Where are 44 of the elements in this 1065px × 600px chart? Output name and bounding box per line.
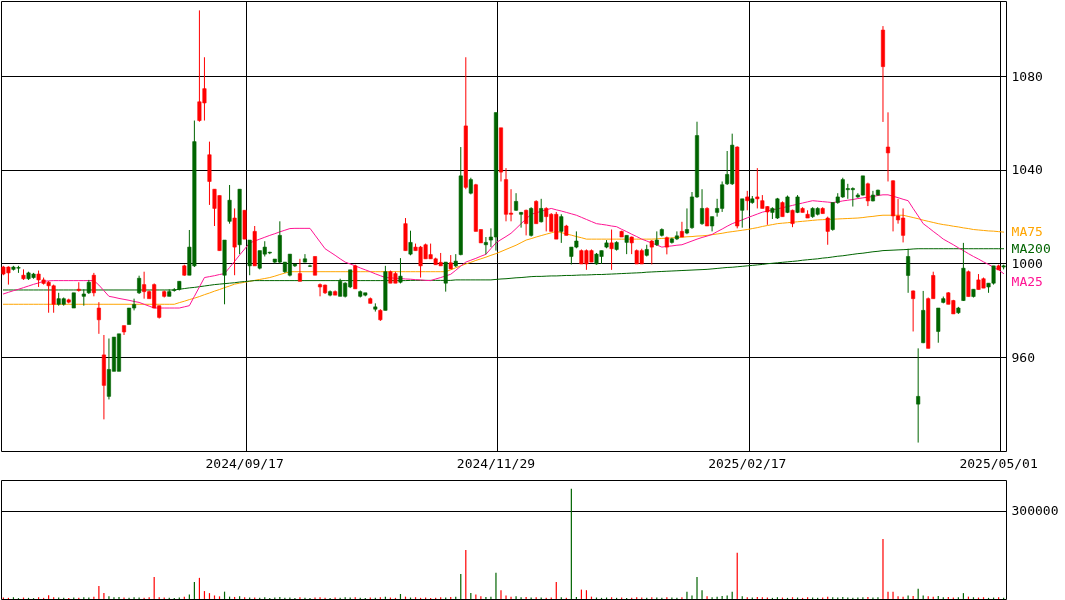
y-tick-label: 960 bbox=[1011, 349, 1035, 365]
candlestick bbox=[649, 239, 654, 265]
candlestick bbox=[745, 190, 750, 211]
candlestick bbox=[91, 272, 96, 297]
candlestick bbox=[705, 206, 710, 227]
candlestick bbox=[916, 347, 921, 444]
candlestick bbox=[825, 216, 830, 246]
candlestick bbox=[700, 188, 705, 226]
candlestick bbox=[684, 207, 689, 235]
candlestick bbox=[524, 209, 529, 236]
x-tick-label: 2024/11/29 bbox=[456, 455, 536, 471]
series-label: MA200 bbox=[1011, 240, 1051, 256]
candlestick bbox=[353, 264, 358, 290]
series-label: MA25 bbox=[1011, 273, 1043, 289]
candlestick bbox=[297, 258, 302, 282]
series-label: MA75 bbox=[1011, 224, 1043, 240]
candlestick bbox=[142, 271, 147, 300]
y-tick-label: 1080 bbox=[1011, 68, 1043, 84]
candlestick bbox=[227, 184, 232, 225]
candlestick bbox=[483, 236, 488, 255]
candlestick bbox=[318, 282, 323, 297]
candlestick bbox=[96, 301, 101, 335]
x-tick-label: 2025/02/17 bbox=[708, 455, 787, 471]
candlestick bbox=[559, 213, 564, 244]
candlestick bbox=[886, 111, 891, 182]
candlestick bbox=[624, 234, 629, 255]
candlestick bbox=[302, 253, 307, 263]
candlestick bbox=[860, 175, 865, 197]
candlestick bbox=[313, 255, 318, 276]
x-tick-label: 2025/05/01 bbox=[959, 455, 1038, 471]
candlestick bbox=[911, 289, 916, 332]
candlestick bbox=[534, 199, 539, 225]
y-tick-label: 1040 bbox=[1011, 162, 1043, 178]
candlestick bbox=[936, 307, 941, 344]
candlestick bbox=[408, 230, 413, 256]
y-tick-label: 300000 bbox=[1011, 503, 1059, 519]
y-tick-label: 1000 bbox=[1011, 256, 1043, 271]
x-tick-label: 2024/09/17 bbox=[205, 455, 284, 471]
candlestick bbox=[679, 221, 684, 238]
candlestick bbox=[740, 198, 745, 229]
candlestick bbox=[519, 211, 524, 229]
candlestick bbox=[398, 257, 403, 284]
candlestick bbox=[609, 229, 614, 271]
candlestick bbox=[755, 167, 760, 209]
